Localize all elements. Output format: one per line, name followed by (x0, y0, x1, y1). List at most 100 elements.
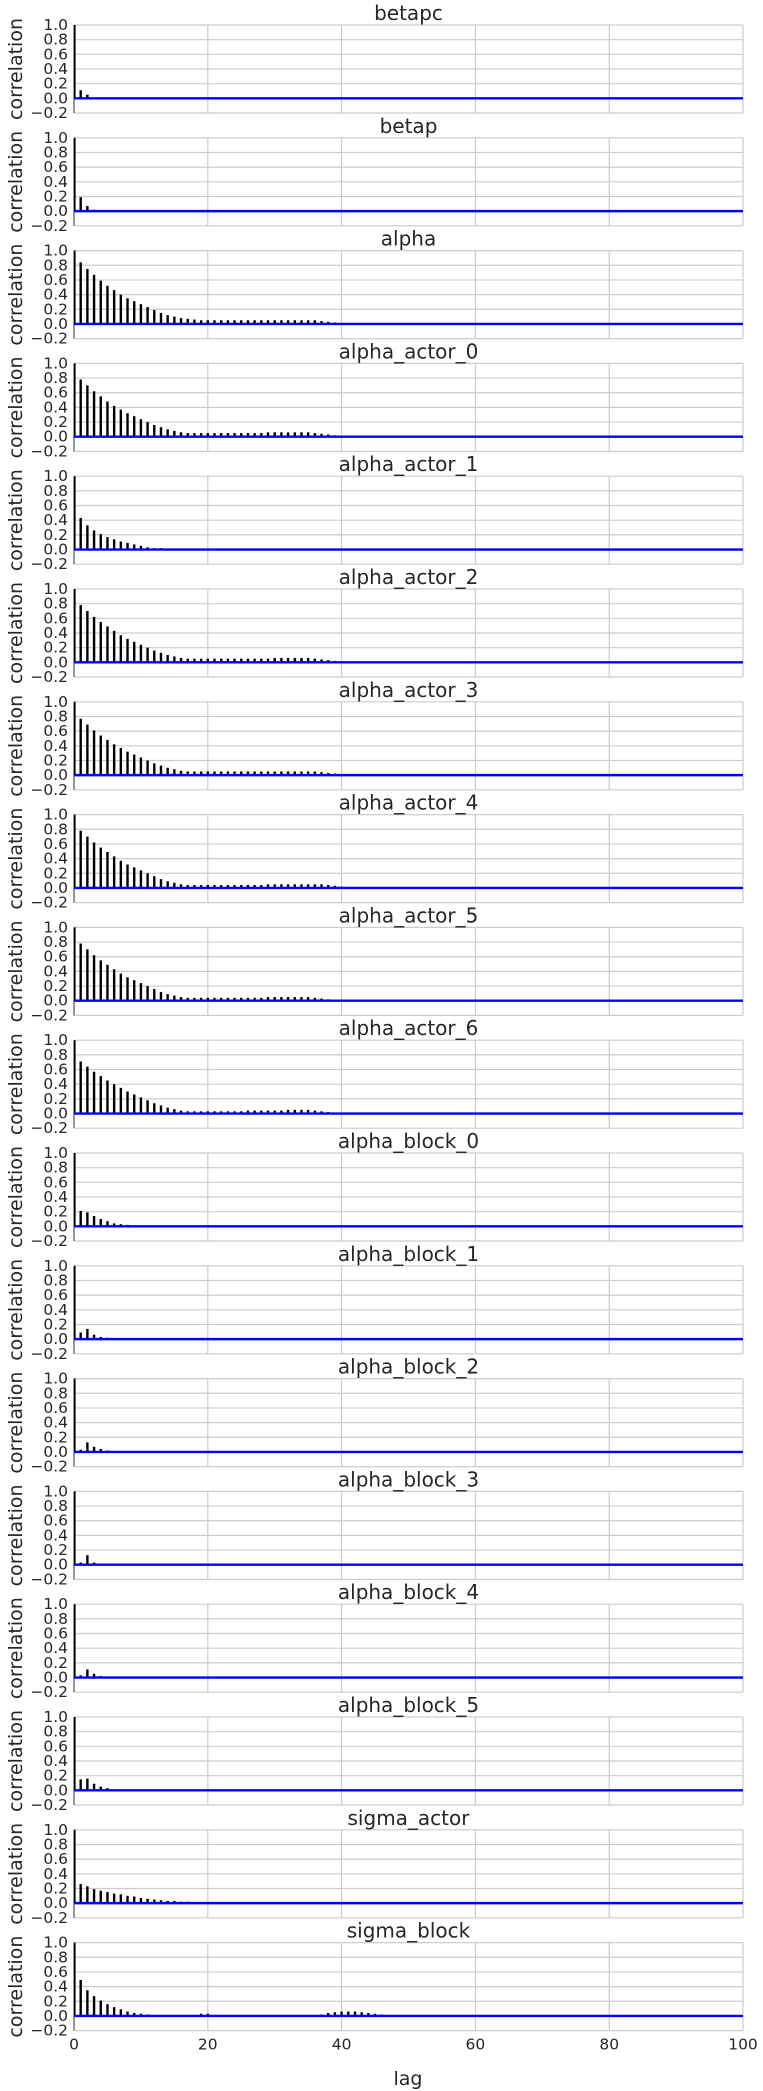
acf-bar (173, 656, 176, 663)
acf-bar (79, 1779, 82, 1791)
acf-bar (260, 1110, 263, 1114)
y-tick-label: 0.4 (43, 1978, 68, 1996)
acf-bar (199, 320, 203, 324)
acf-bar (260, 658, 263, 663)
acf-bar (219, 771, 223, 776)
acf-bar (79, 518, 82, 550)
acf-bar (106, 1221, 109, 1227)
acf-bar (293, 884, 296, 888)
subplot-title: alpha_actor_3 (339, 678, 479, 702)
y-tick-label: 0.6 (43, 1286, 68, 1304)
acf-bar (193, 885, 196, 888)
acf-bar (206, 658, 209, 663)
acf-bar (126, 298, 129, 324)
acf-bar (79, 197, 82, 212)
y-tick-label: 0.4 (43, 737, 68, 755)
x-tick-label: 100 (728, 2036, 758, 2054)
y-tick-label: 0.6 (43, 609, 68, 627)
acf-bar (253, 997, 256, 1001)
acf-bar (280, 657, 283, 663)
y-axis-label: correlation (5, 1372, 27, 1474)
y-tick-label: 0.8 (43, 1271, 68, 1289)
acf-bar (92, 842, 96, 888)
x-tick-label: 0 (69, 2036, 79, 2054)
acf-bar (86, 836, 89, 888)
acf-bar (193, 319, 196, 324)
y-axis-label: correlation (5, 1936, 27, 2038)
y-tick-label: 0.8 (43, 1497, 68, 1515)
y-axis-label: correlation (5, 1033, 27, 1135)
y-tick-label: 1.0 (43, 1257, 68, 1275)
subplot-alpha: alpha −0.20.00.20.40.60.81.0 correlation (5, 227, 744, 348)
acf-bar (186, 433, 189, 437)
acf-bar (159, 1900, 163, 1904)
y-tick-label: 0.4 (43, 624, 68, 642)
y-tick-label: 0.6 (43, 1399, 68, 1417)
acf-bar (246, 1110, 250, 1114)
y-tick-label: −0.2 (30, 1909, 68, 1927)
acf-bar (119, 748, 123, 776)
acf-bar (173, 316, 176, 324)
y-tick-label: 0.4 (43, 286, 68, 304)
y-tick-label: 0.8 (43, 1835, 68, 1853)
y-tick-label: 1.0 (43, 1821, 68, 1839)
y-tick-label: 1.0 (43, 354, 68, 372)
acf-bar (159, 312, 163, 324)
acf-bar (286, 657, 290, 663)
acf-bar (139, 644, 143, 663)
subplot-sigma_block: sigma_block −0.20.00.20.40.60.81.0 correla… (5, 1919, 744, 2040)
acf-bar (173, 995, 176, 1001)
acf-bar (153, 310, 156, 324)
y-tick-label: 1.0 (43, 1934, 68, 1952)
acf-bar (313, 997, 317, 1001)
acf-bar (86, 525, 89, 550)
acf-bar (126, 751, 129, 776)
y-tick-label: 0.2 (43, 413, 68, 431)
acf-bar (86, 1886, 89, 1904)
y-tick-label: 0.6 (43, 45, 68, 63)
y-tick-label: 0.0 (43, 1443, 68, 1461)
subplot-alpha_block_1: alpha_block_1 −0.20.00.20.40.60.81.0 corre… (5, 1242, 744, 1363)
acf-bar (74, 1942, 76, 2016)
y-tick-label: 1.0 (43, 242, 68, 260)
acf-bar (253, 320, 256, 324)
acf-bar (119, 541, 123, 550)
acf-bar (92, 730, 96, 776)
acf-bar (92, 1673, 96, 1678)
acf-bar (206, 320, 209, 324)
acf-bar (74, 927, 76, 1001)
y-tick-label: 0.8 (43, 31, 68, 49)
y-tick-label: −0.2 (30, 894, 68, 912)
acf-bar (86, 1669, 89, 1678)
y-tick-label: 0.4 (43, 511, 68, 529)
y-tick-label: −0.2 (30, 1119, 68, 1137)
acf-bar (146, 1898, 149, 1904)
acf-bar (74, 1604, 76, 1678)
acf-bar (153, 763, 156, 776)
y-tick-label: 0.6 (43, 271, 68, 289)
y-tick-label: −0.2 (30, 1570, 68, 1588)
y-tick-label: 1.0 (43, 1144, 68, 1162)
acf-bar (119, 1894, 123, 1904)
y-tick-label: 0.8 (43, 369, 68, 387)
acf-bar (112, 539, 116, 550)
acf-bar (219, 320, 223, 324)
acf-bar (306, 320, 310, 324)
acf-bar (153, 1103, 156, 1114)
y-tick-label: 1.0 (43, 693, 68, 711)
acf-bar (306, 997, 310, 1001)
y-tick-label: 1.0 (43, 806, 68, 824)
acf-bar (233, 997, 236, 1001)
acf-bar (327, 2013, 330, 2016)
acf-bar (240, 320, 243, 324)
acf-bar (173, 1109, 176, 1114)
acf-bar (106, 285, 109, 324)
acf-bar (193, 771, 196, 776)
acf-bar (99, 735, 102, 776)
acf-bar (186, 318, 189, 324)
acf-bar (293, 657, 296, 663)
y-tick-label: 0.6 (43, 1173, 68, 1191)
y-tick-label: 0.6 (43, 722, 68, 740)
acf-bar (240, 885, 243, 888)
